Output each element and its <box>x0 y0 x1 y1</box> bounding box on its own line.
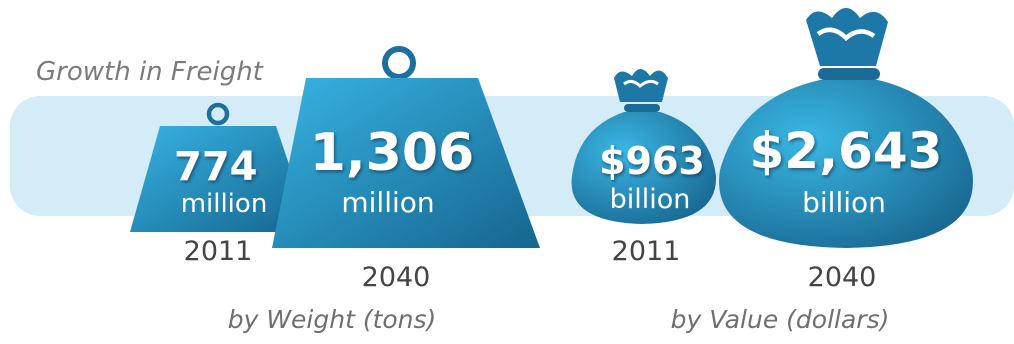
weight-icon-2040 <box>272 46 540 248</box>
bag-topknot-highlight <box>623 79 659 89</box>
bag-body <box>719 80 973 248</box>
bag-neck <box>818 68 880 80</box>
weight-icon-2011 <box>130 102 312 232</box>
chart-title: Growth in Freight <box>36 57 264 87</box>
weight-2040-unit: million <box>341 186 434 219</box>
weight-2011-year: 2011 <box>184 236 253 267</box>
value-2011-year: 2011 <box>612 236 681 267</box>
weight-2040-value: 1,306 <box>310 123 474 183</box>
weight-2011-unit: million <box>181 189 268 219</box>
value-2011-value: $963 <box>599 139 705 183</box>
bag-body <box>571 112 717 224</box>
bag-topknot-highlight <box>816 27 876 42</box>
value-group-label: by Value (dollars) <box>671 305 890 334</box>
weight-body <box>272 78 540 248</box>
bag-neck <box>624 104 660 112</box>
money-bag-icon-2011 <box>571 69 717 224</box>
weight-ring-icon <box>206 102 230 126</box>
weight-ring-icon <box>382 46 416 80</box>
value-2040-unit: billion <box>802 186 886 219</box>
value-2040-year: 2040 <box>808 262 877 293</box>
value-2011-unit: billion <box>610 184 691 215</box>
weight-2011-value: 774 <box>174 144 258 190</box>
weight-body <box>130 126 312 232</box>
weight-group-label: by Weight (tons) <box>228 305 437 334</box>
weight-2040-year: 2040 <box>362 262 431 293</box>
value-2040-value: $2,643 <box>750 122 943 180</box>
money-bag-icon-2040 <box>719 8 973 248</box>
